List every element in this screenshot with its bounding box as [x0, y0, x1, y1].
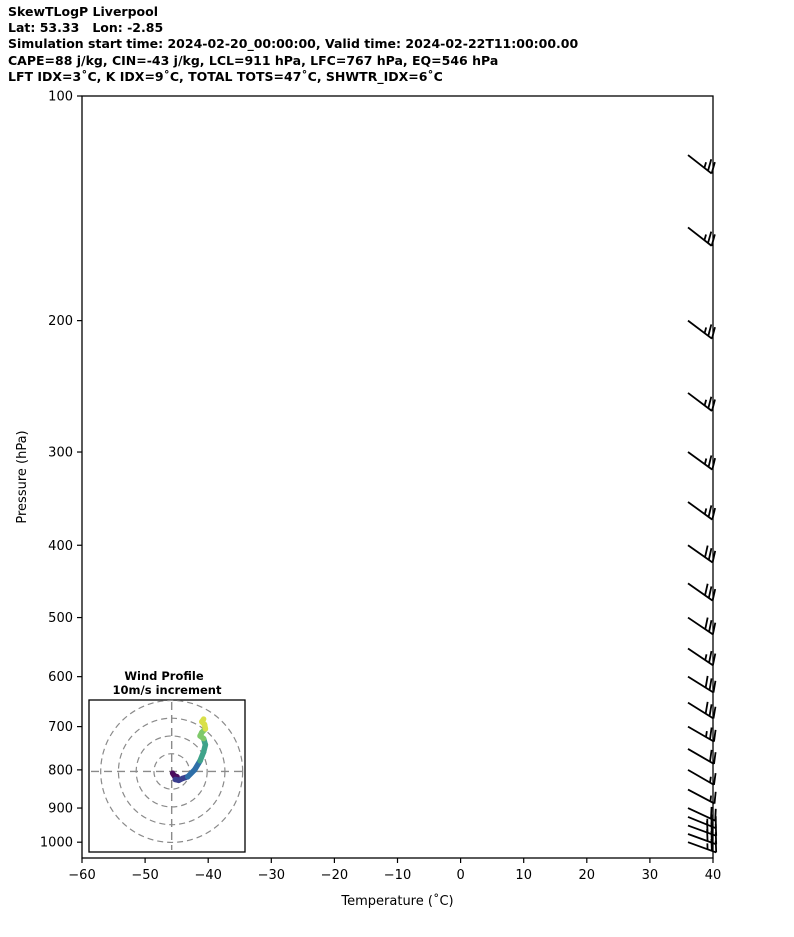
y-tick-label: 700: [48, 720, 73, 735]
x-axis-label: Temperature (˚C): [340, 893, 453, 909]
isotherm-line: [776, 96, 794, 858]
header-latlon: Lat: 53.33 Lon: -2.85: [8, 20, 164, 36]
isotherm-line: [82, 96, 89, 106]
x-tick-label: −40: [194, 868, 221, 883]
wind-barb: [687, 675, 717, 694]
y-tick-label: 1000: [40, 836, 73, 851]
y-tick-label: 200: [48, 314, 73, 329]
wind-barb: [687, 725, 717, 743]
x-tick-label: −50: [131, 868, 158, 883]
wind-barb: [687, 582, 717, 602]
hodograph-grid: [91, 699, 244, 850]
wind-barb: [687, 806, 717, 822]
header-indices: LFT IDX=3˚C, K IDX=9˚C, TOTAL TOTS=47˚C,…: [8, 68, 443, 84]
dry-adiabat-line: [703, 114, 713, 134]
dry-adiabat-line: [771, 115, 794, 703]
hodograph-title-line2: 10m/s increment: [113, 683, 222, 697]
header-title: SkewTLogP Liverpool: [8, 4, 158, 19]
y-tick-label: 400: [48, 539, 73, 554]
y-tick-label: 900: [48, 802, 73, 817]
mixing-ratio-line: [724, 96, 794, 842]
wind-barb: [687, 701, 717, 720]
x-tick-label: −60: [68, 868, 95, 883]
x-tick-label: 10: [515, 868, 532, 883]
y-tick-label: 300: [48, 446, 73, 461]
x-tick-label: −30: [258, 868, 285, 883]
header-block: SkewTLogP Liverpool Lat: 53.33 Lon: -2.8…: [8, 4, 788, 85]
y-tick-label: 600: [48, 670, 73, 685]
x-tick-label: 30: [642, 868, 659, 883]
wind-barb: [687, 748, 717, 765]
x-tick-label: −20: [321, 868, 348, 883]
header-times: Simulation start time: 2024-02-20_00:00:…: [8, 36, 579, 52]
mixing-ratio-line: [749, 96, 794, 842]
wind-barb: [687, 788, 717, 805]
y-tick-label: 800: [48, 763, 73, 778]
y-tick-label: 100: [48, 90, 73, 105]
y-axis-label: Pressure (hPa): [15, 430, 30, 523]
isotherm-line: [712, 857, 713, 858]
dry-adiabat-line: [737, 115, 794, 730]
x-tick-label: 20: [579, 868, 596, 883]
y-tick-label: 500: [48, 611, 73, 626]
hodograph-box: [88, 699, 246, 853]
header-cape-cin: CAPE=88 j/kg, CIN=-43 j/kg, LCL=911 hPa,…: [8, 52, 499, 68]
wind-barb: [687, 769, 717, 786]
x-tick-label: 0: [456, 868, 464, 883]
x-tick-label: −10: [384, 868, 411, 883]
x-tick-label: 40: [705, 868, 722, 883]
hodograph-title-line1: Wind Profile: [124, 669, 204, 683]
